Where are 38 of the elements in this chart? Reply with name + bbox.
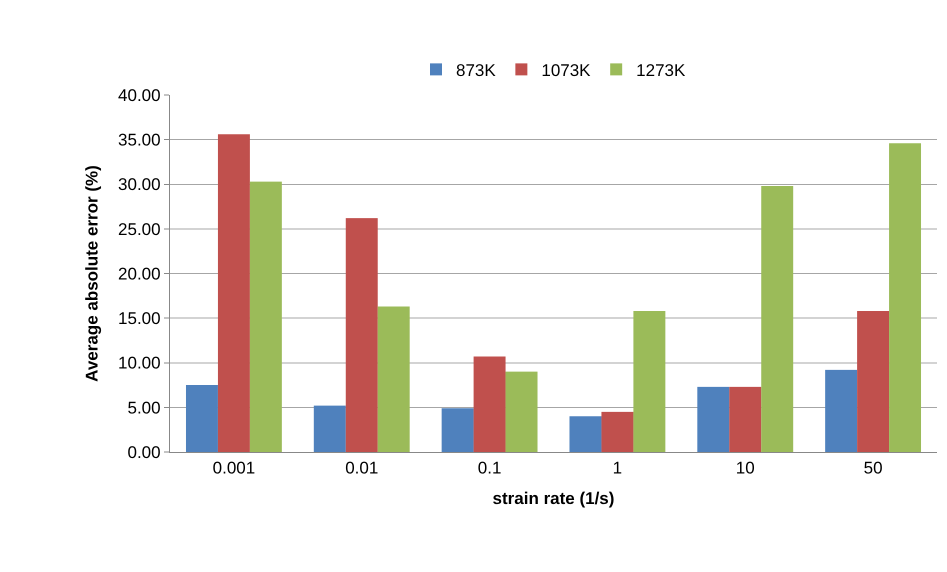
- bar: [601, 412, 634, 452]
- x-tick-label: 0.01: [345, 458, 378, 478]
- legend-label: 1273K: [636, 61, 686, 80]
- bar: [506, 372, 538, 452]
- bar: [378, 306, 410, 452]
- bar: [186, 385, 218, 452]
- y-tick-label: 5.00: [128, 398, 161, 418]
- x-tick-label: 0.001: [212, 458, 256, 478]
- bar: [218, 134, 250, 452]
- y-tick-label: 25.00: [118, 220, 161, 239]
- bar: [729, 386, 762, 452]
- y-tick-label: 10.00: [118, 354, 161, 373]
- bar: [442, 408, 474, 452]
- bar: [697, 386, 730, 452]
- bar: [633, 310, 666, 452]
- y-tick-label: 35.00: [118, 130, 161, 150]
- y-tick-label: 20.00: [118, 264, 161, 284]
- bar: [569, 416, 602, 452]
- x-axis-title: strain rate (1/s): [492, 488, 614, 508]
- legend-label: 873K: [456, 61, 496, 80]
- bar: [314, 406, 346, 452]
- y-tick-label: 40.00: [118, 86, 161, 105]
- bar: [346, 218, 378, 452]
- bar: [857, 310, 890, 452]
- bar: [825, 370, 858, 452]
- y-tick-label: 30.00: [118, 175, 161, 194]
- x-tick-label: 10: [736, 458, 755, 478]
- bar: [474, 356, 506, 452]
- bar: [250, 182, 282, 452]
- y-axis-title: Average absolute error (%): [82, 165, 102, 382]
- x-tick-label: 1: [612, 458, 622, 478]
- legend-label: 1073K: [541, 61, 592, 80]
- bar: [761, 186, 794, 452]
- bar: [889, 143, 922, 452]
- x-tick-label: 0.1: [478, 458, 502, 478]
- x-tick-label: 50: [864, 458, 883, 478]
- y-tick-label: 15.00: [118, 309, 161, 328]
- y-tick-label: 0.00: [128, 442, 161, 462]
